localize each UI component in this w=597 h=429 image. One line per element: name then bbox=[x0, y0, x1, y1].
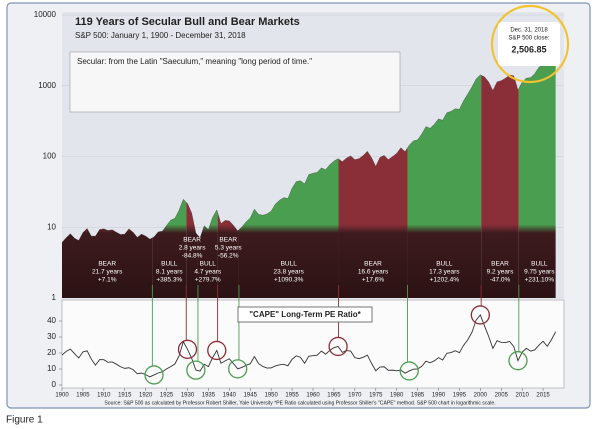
cape-title: "CAPE" Long-Term PE Ratio* bbox=[249, 310, 361, 319]
x-tick-label: 1905 bbox=[76, 393, 90, 399]
y-tick-label: 1 bbox=[52, 293, 57, 302]
regime-label: BEAR bbox=[364, 261, 382, 268]
x-tick-label: 1975 bbox=[369, 393, 383, 399]
regime-label: BEAR bbox=[491, 261, 509, 268]
y-tick-label: 10 bbox=[47, 222, 56, 231]
x-tick-label: 2005 bbox=[495, 393, 509, 399]
x-tick-label: 1930 bbox=[181, 393, 195, 399]
regime-change: -84.8% bbox=[182, 253, 203, 260]
callout-label: S&P 500 close: bbox=[509, 36, 550, 42]
annotation: Secular: from the Latin "Saeculum," mean… bbox=[77, 57, 312, 66]
regime-duration: 5.3 years bbox=[215, 245, 242, 252]
regime-duration: 9.75 years bbox=[524, 269, 555, 276]
callout-box bbox=[498, 22, 560, 66]
y-tick-label: 20 bbox=[47, 348, 56, 357]
x-tick-label: 1940 bbox=[223, 393, 237, 399]
regime-change: +7.1% bbox=[98, 277, 117, 284]
regime-label: BULL bbox=[531, 261, 548, 268]
x-tick-label: 2000 bbox=[474, 393, 488, 399]
regime-duration: 23.8 years bbox=[274, 269, 305, 276]
regime-duration: 9.2 years bbox=[487, 269, 514, 276]
regime-change: +1202.4% bbox=[430, 277, 460, 284]
regime-duration: 8.1 years bbox=[156, 269, 183, 276]
cape-line bbox=[61, 314, 557, 378]
regime-change: -47.0% bbox=[490, 277, 511, 284]
source-note: Source: S&P 500 as calculated by Profess… bbox=[104, 400, 495, 406]
cape-highlight bbox=[328, 336, 348, 357]
regime-change: +17.6% bbox=[362, 277, 384, 284]
x-tick-label: 1965 bbox=[327, 393, 341, 399]
x-tick-label: 2010 bbox=[515, 393, 529, 399]
cape-highlight bbox=[470, 305, 490, 325]
regime-label: BULL bbox=[281, 261, 298, 268]
regime-label: BEAR bbox=[219, 237, 237, 244]
x-tick-label: 1915 bbox=[118, 393, 132, 399]
cape-highlight bbox=[228, 359, 248, 379]
regime-label: BEAR bbox=[98, 261, 116, 268]
cape-highlight bbox=[508, 351, 528, 371]
chart-title: 119 Years of Secular Bull and Bear Marke… bbox=[75, 16, 300, 28]
x-tick-label: 1985 bbox=[411, 393, 425, 399]
cape-highlight bbox=[177, 339, 198, 359]
regime-duration: 16.6 years bbox=[358, 269, 389, 276]
x-tick-label: 1960 bbox=[306, 393, 320, 399]
x-tick-label: 1920 bbox=[139, 393, 153, 399]
legend-box bbox=[69, 51, 401, 113]
x-tick-label: 1900 bbox=[55, 393, 69, 399]
y-tick-label: 100 bbox=[43, 152, 57, 161]
price-line bbox=[61, 54, 556, 243]
regime-label: BULL bbox=[161, 261, 178, 268]
regime-duration: 4.7 years bbox=[194, 269, 221, 276]
regime-duration: 2.8 years bbox=[179, 245, 206, 252]
y-tick-label: 10000 bbox=[34, 10, 57, 19]
callout-ring bbox=[490, 4, 570, 84]
regime-label: BEAR bbox=[183, 237, 201, 244]
callout-value: 2,506.85 bbox=[511, 44, 546, 54]
y-tick-label: 30 bbox=[47, 332, 56, 341]
regime-change: +1090.3% bbox=[274, 277, 304, 284]
cape-highlight bbox=[186, 360, 206, 380]
x-tick-label: 1945 bbox=[244, 393, 258, 399]
cape-highlight bbox=[144, 365, 164, 385]
x-tick-label: 1950 bbox=[264, 393, 278, 399]
regime-label: BULL bbox=[200, 261, 217, 268]
cape-title-box bbox=[237, 306, 373, 323]
y-tick-label: 10 bbox=[47, 364, 56, 373]
y-tick-label: 40 bbox=[47, 316, 56, 325]
regime-area bbox=[481, 54, 519, 298]
x-tick-label: 2015 bbox=[536, 393, 550, 399]
x-tick-label: 1995 bbox=[453, 393, 467, 399]
x-tick-label: 1955 bbox=[285, 393, 299, 399]
x-tick-label: 1910 bbox=[97, 393, 111, 399]
regime-duration: 17.3 years bbox=[429, 269, 460, 276]
x-tick-label: 1980 bbox=[390, 393, 404, 399]
regime-duration: 21.7 years bbox=[92, 269, 123, 276]
x-tick-label: 1925 bbox=[160, 393, 174, 399]
regime-change: +385.3% bbox=[156, 277, 182, 284]
regime-change: +279.7% bbox=[195, 277, 221, 284]
x-tick-label: 1990 bbox=[432, 393, 446, 399]
callout-date: Dec. 31, 2018 bbox=[510, 28, 548, 34]
regime-label: BULL bbox=[436, 261, 453, 268]
regime-change: -56.2% bbox=[218, 253, 239, 260]
cape-highlight bbox=[207, 340, 227, 361]
regime-change: +231.10% bbox=[525, 277, 555, 284]
y-tick-label: 1000 bbox=[38, 81, 56, 90]
x-tick-label: 1935 bbox=[202, 393, 216, 399]
cape-highlight bbox=[399, 361, 419, 381]
x-tick-label: 1970 bbox=[348, 393, 362, 399]
caption: Figure 1 bbox=[6, 415, 43, 426]
chart-subtitle: S&P 500: January 1, 1900 - December 31, … bbox=[75, 31, 246, 40]
y-tick-label: 0 bbox=[52, 380, 57, 389]
regime-area bbox=[518, 54, 556, 298]
